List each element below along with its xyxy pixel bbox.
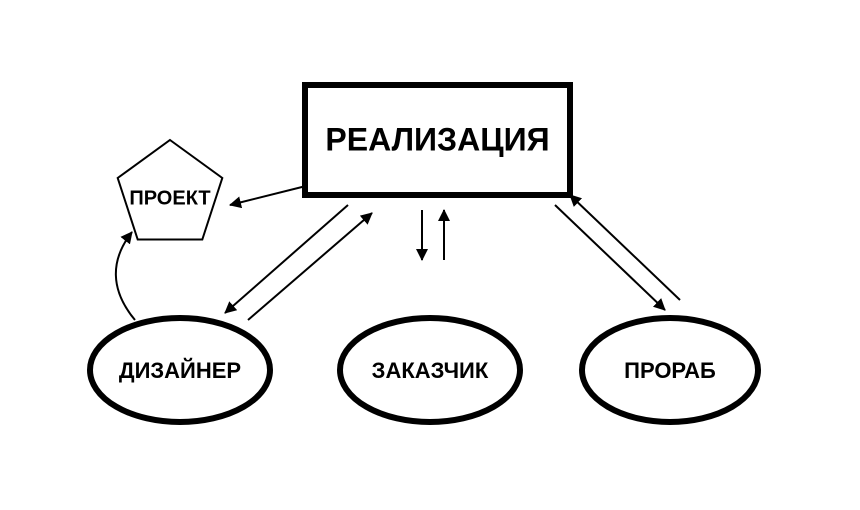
edge-designer-to-project [116,232,135,320]
node-foreman-label: ПРОРАБ [624,358,716,383]
node-project-label: ПРОЕКТ [129,187,210,209]
edge-realization-to-project [230,185,310,205]
edge-designer-to-realization [248,213,372,320]
nodes-group: РЕАЛИЗАЦИЯ ПРОЕКТ ДИЗАЙНЕР ЗАКАЗЧИК ПРОРАБ [90,85,758,422]
node-customer-label: ЗАКАЗЧИК [372,358,489,383]
node-designer-label: ДИЗАЙНЕР [119,358,241,383]
node-project: ПРОЕКТ [118,140,223,240]
edge-realization-to-foreman [555,205,665,310]
node-customer: ЗАКАЗЧИК [340,318,520,422]
node-designer: ДИЗАЙНЕР [90,318,270,422]
node-realization: РЕАЛИЗАЦИЯ [305,85,570,195]
edge-realization-to-designer [225,205,348,313]
node-realization-label: РЕАЛИЗАЦИЯ [325,121,549,157]
diagram-canvas: РЕАЛИЗАЦИЯ ПРОЕКТ ДИЗАЙНЕР ЗАКАЗЧИК ПРОРАБ [0,0,860,510]
node-foreman: ПРОРАБ [582,318,758,422]
edge-foreman-to-realization [570,195,680,300]
